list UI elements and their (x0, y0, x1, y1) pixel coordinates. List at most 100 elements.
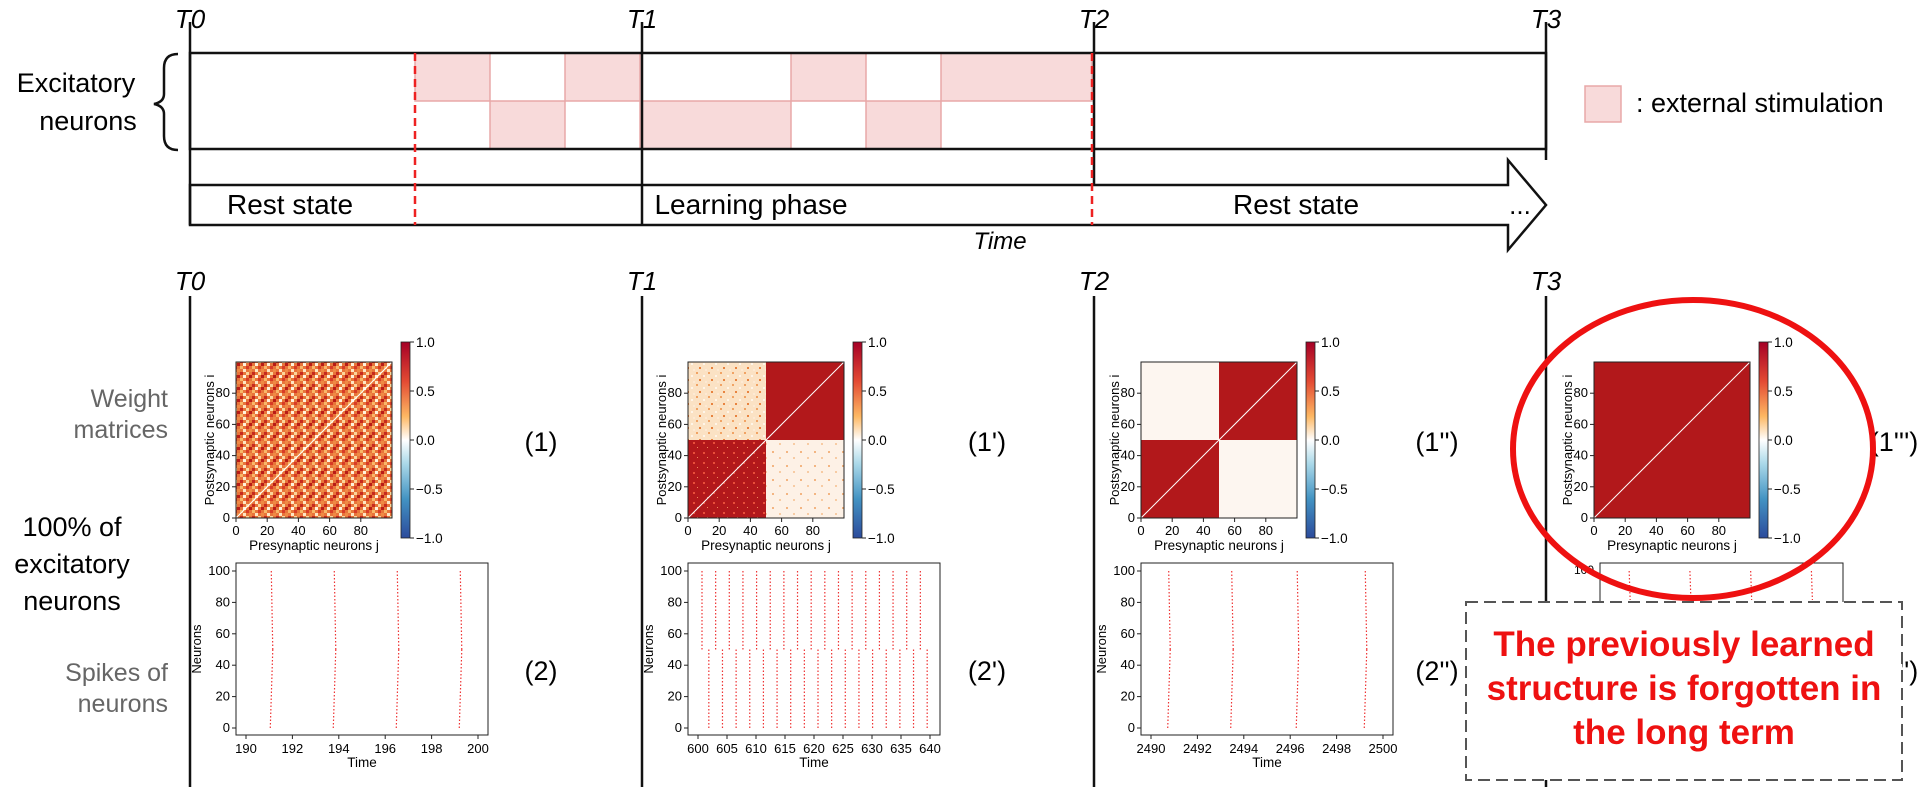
spike-column (1750, 570, 1753, 601)
panel-id-1: (1) (525, 427, 558, 457)
y-tick-label: 60 (1121, 626, 1135, 641)
y-tick-label: 20 (216, 479, 230, 494)
matrix-block-offdiag (1141, 362, 1219, 440)
panel-id-2p: (2') (968, 656, 1006, 686)
excitatory-label-line2: neurons (39, 106, 137, 136)
y-tick-label: 80 (1121, 594, 1135, 609)
marker-t2-bottom: T2 (1079, 266, 1110, 296)
colorbar-tick-label: −0.5 (868, 482, 895, 497)
y-tick-label: 20 (1121, 689, 1135, 704)
stim-block (940, 52, 1093, 102)
y-tick-label: 0 (1128, 510, 1135, 525)
y-tick-label: 20 (216, 689, 230, 704)
spike-column (395, 649, 400, 729)
colorbar-tick-label: 1.0 (1774, 335, 1793, 350)
spike-dots (269, 570, 463, 729)
y-tick-label: 80 (216, 385, 230, 400)
x-axis-label: Presynaptic neurons j (701, 538, 831, 553)
x-tick-label: 196 (374, 741, 396, 756)
y-tick-label: 60 (216, 626, 230, 641)
matrix-diagonal (235, 361, 393, 519)
y-tick-label: 0 (675, 720, 682, 735)
y-axis-label: Neurons (189, 624, 204, 674)
colorbar-tick-label: 0.5 (416, 384, 435, 399)
y-tick-label: 0 (1128, 720, 1135, 735)
spike-column (333, 570, 337, 650)
x-tick-label: 60 (1680, 523, 1694, 538)
time-arrow-shape (188, 156, 1548, 254)
x-tick-label: 80 (806, 523, 820, 538)
colorbar-tick-label: 0.0 (1321, 433, 1340, 448)
spike-column (1296, 570, 1300, 650)
colorbar-tick-label: 1.0 (416, 335, 435, 350)
y-axis-label: Neurons (641, 624, 656, 674)
colorbar-tick-label: −1.0 (1774, 531, 1801, 546)
matrix-frame (1140, 361, 1298, 519)
x-tick-label: 625 (832, 741, 854, 756)
y-tick-label: 20 (668, 479, 682, 494)
y-axis-label: Neurons (1094, 624, 1109, 674)
x-tick-label: 20 (1165, 523, 1179, 538)
panel-id-2pp: (2'') (1415, 656, 1458, 686)
x-tick-label: 605 (716, 741, 738, 756)
x-tick-label: 2498 (1322, 741, 1351, 756)
spike-column (1231, 570, 1234, 650)
x-tick-label: 198 (421, 741, 443, 756)
spike-column (1689, 570, 1692, 601)
stim-block (639, 100, 792, 150)
y-tick-label: 40 (216, 657, 230, 672)
y-axis-label: Postsynaptic neurons i (202, 374, 217, 505)
colorbar-tick-label: 1.0 (868, 335, 887, 350)
phase-learning: Learning phase (654, 189, 847, 220)
colorbar-tick-label: 1.0 (1321, 335, 1340, 350)
pct-label-line3: neurons (23, 586, 121, 616)
y-tick-label: 60 (668, 626, 682, 641)
matrix-block-offdiag (766, 440, 844, 518)
x-tick-label: 40 (291, 523, 305, 538)
raster-frame (1140, 562, 1394, 736)
time-arrow: Rest state Learning phase Rest state ...… (188, 156, 1548, 255)
time-axis-label: Time (973, 228, 1026, 255)
panel-ids: (1) (1') (1'') (1''') (2) (2') (2'') (2'… (525, 427, 1917, 686)
x-tick-label: 2496 (1276, 741, 1305, 756)
callout-line3: the long term (1573, 713, 1795, 752)
x-tick-label: 620 (803, 741, 825, 756)
pct-label-line2: excitatory (14, 549, 130, 579)
x-axis-label: Presynaptic neurons j (1607, 538, 1737, 553)
y-tick-label: 40 (1574, 448, 1588, 463)
x-tick-label: 0 (1590, 523, 1597, 538)
matrix-diagonal (1140, 361, 1298, 519)
y-axis-label: Postsynaptic neurons i (1107, 374, 1122, 505)
spike-raster-panel: 2490 2492 2494 2496 2498 2500 0 20 40 60 80 100 Time… (1094, 562, 1398, 770)
callout-line1: The previously learned (1493, 625, 1874, 664)
colorbar-tick-label: −1.0 (868, 531, 895, 546)
y-tick-label: 80 (1574, 385, 1588, 400)
colorbar-tick-label: 0.0 (416, 433, 435, 448)
weight-label-line1: Weight (91, 385, 168, 413)
weight-label-line2: matrices (74, 416, 168, 444)
x-tick-label: 194 (328, 741, 350, 756)
stim-legend: : external stimulation (1584, 85, 1884, 123)
spike-column (269, 649, 274, 729)
x-tick-label: 80 (1259, 523, 1273, 538)
y-tick-label: 40 (1121, 657, 1135, 672)
x-tick-label: 20 (712, 523, 726, 538)
colorbar-tick-label: 0.0 (1774, 433, 1793, 448)
x-tick-label: 200 (467, 741, 489, 756)
x-tick-label: 2500 (1369, 741, 1398, 756)
y-tick-label: 0 (1581, 510, 1588, 525)
stim-block (489, 100, 566, 150)
x-tick-label: 635 (890, 741, 912, 756)
x-tick-label: 630 (861, 741, 883, 756)
spike-column (332, 649, 337, 729)
colorbar-tick-label: −0.5 (1321, 482, 1348, 497)
y-tick-label: 40 (1121, 448, 1135, 463)
y-tick-label: 80 (1121, 385, 1135, 400)
x-tick-label: 2490 (1137, 741, 1166, 756)
colorbar-tick-label: −1.0 (416, 531, 443, 546)
arrow-ellipsis: ... (1509, 190, 1531, 220)
spikes-label-line1: Spikes of (65, 659, 168, 687)
forgetting-callout: The previously learned structure is forg… (1465, 601, 1903, 781)
x-tick-label: 60 (774, 523, 788, 538)
